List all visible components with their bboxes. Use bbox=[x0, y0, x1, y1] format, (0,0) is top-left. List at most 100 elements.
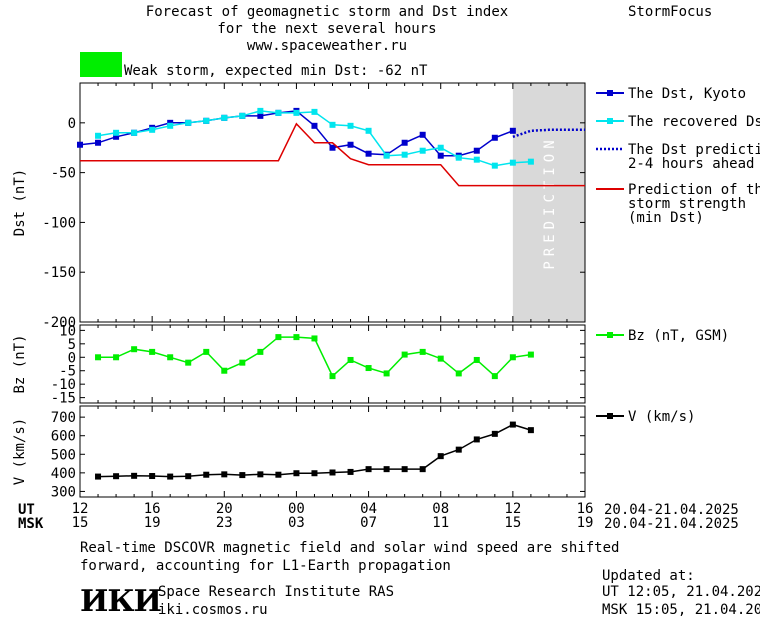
data-point bbox=[257, 471, 264, 478]
series-line bbox=[97, 110, 531, 167]
legend-marker bbox=[607, 90, 613, 96]
y-tick-label: -5 bbox=[59, 364, 76, 380]
msk-tick-label: 11 bbox=[432, 515, 449, 531]
data-point bbox=[149, 126, 156, 133]
data-point bbox=[257, 348, 264, 355]
data-point bbox=[473, 156, 480, 163]
series-line bbox=[512, 128, 585, 138]
msk-tick-label: 23 bbox=[216, 515, 233, 531]
data-point bbox=[383, 152, 390, 159]
data-point bbox=[329, 469, 336, 476]
data-point bbox=[275, 109, 282, 116]
footer-note-line2: forward, accounting for L1-Earth propaga… bbox=[80, 558, 451, 574]
data-point bbox=[347, 122, 354, 129]
data-point bbox=[347, 468, 354, 475]
data-point bbox=[455, 446, 462, 453]
updated-ut: UT 12:05, 21.04.2025 bbox=[602, 584, 760, 600]
data-point bbox=[419, 147, 426, 154]
ut-tick-label: 12 bbox=[504, 501, 521, 517]
plot-frame bbox=[79, 405, 586, 498]
data-point bbox=[131, 472, 138, 479]
y-tick-label: -50 bbox=[51, 166, 76, 182]
chart-title-line2: for the next several hours bbox=[217, 21, 437, 37]
data-point bbox=[365, 150, 372, 157]
data-point bbox=[203, 348, 210, 355]
source-url[interactable]: www.spaceweather.ru bbox=[246, 38, 408, 54]
data-point bbox=[347, 356, 354, 363]
msk-tick-label: 19 bbox=[577, 515, 594, 531]
prediction-label: PREDICTION bbox=[542, 135, 558, 269]
legend-label: 2-4 hours ahead bbox=[628, 156, 754, 172]
ut-tick-label: 20 bbox=[216, 501, 233, 517]
data-point bbox=[239, 359, 246, 366]
data-point bbox=[95, 139, 102, 146]
data-point bbox=[491, 373, 498, 380]
data-point bbox=[185, 359, 192, 366]
data-point bbox=[185, 473, 192, 480]
y-axis-label: Dst (nT) bbox=[12, 169, 28, 236]
data-point bbox=[419, 131, 426, 138]
data-point bbox=[365, 466, 372, 473]
data-point bbox=[527, 427, 534, 434]
y-tick-label: 300 bbox=[51, 484, 76, 500]
data-point bbox=[131, 346, 138, 353]
legend-label: storm strength bbox=[628, 196, 746, 212]
institute-site[interactable]: iki.cosmos.ru bbox=[158, 602, 268, 618]
legend-label: V (km/s) bbox=[628, 409, 695, 425]
ut-tick-label: 00 bbox=[288, 501, 305, 517]
data-point bbox=[437, 152, 444, 159]
data-point bbox=[527, 351, 534, 358]
ut-axis-label: UT bbox=[18, 502, 35, 518]
y-tick-label: 10 bbox=[59, 323, 76, 339]
data-point bbox=[473, 147, 480, 154]
legend-label: The recovered Dst bbox=[628, 114, 760, 130]
data-point bbox=[365, 365, 372, 372]
data-point bbox=[311, 470, 318, 477]
data-point bbox=[437, 144, 444, 151]
plot-frame bbox=[79, 82, 586, 323]
data-point bbox=[149, 473, 156, 480]
msk-tick-label: 19 bbox=[144, 515, 161, 531]
data-point bbox=[329, 144, 336, 151]
y-tick-label: -200 bbox=[42, 315, 76, 331]
data-point bbox=[95, 473, 102, 480]
msk-tick-label: 15 bbox=[504, 515, 521, 531]
legend-label: Prediction of the bbox=[628, 182, 760, 198]
data-point bbox=[311, 108, 318, 115]
data-point bbox=[401, 351, 408, 358]
data-point bbox=[347, 141, 354, 148]
legend-marker bbox=[607, 332, 613, 338]
data-point bbox=[95, 132, 102, 139]
data-point bbox=[149, 348, 156, 355]
data-point bbox=[275, 471, 282, 478]
msk-tick-label: 15 bbox=[72, 515, 89, 531]
data-point bbox=[95, 354, 102, 361]
data-point bbox=[293, 109, 300, 116]
data-point bbox=[491, 162, 498, 169]
data-point bbox=[311, 335, 318, 342]
data-point bbox=[509, 421, 516, 428]
data-point bbox=[113, 133, 120, 140]
msk-date-range: 20.04-21.04.2025 bbox=[604, 516, 739, 532]
data-point bbox=[329, 121, 336, 128]
ut-tick-label: 08 bbox=[432, 501, 449, 517]
storm-level-swatch bbox=[80, 52, 122, 77]
data-point bbox=[419, 466, 426, 473]
y-tick-label: 0 bbox=[68, 116, 76, 132]
data-point bbox=[275, 334, 282, 341]
data-point bbox=[221, 114, 228, 121]
legend-marker bbox=[607, 118, 613, 124]
prediction-region bbox=[512, 83, 585, 322]
series-line bbox=[98, 336, 532, 378]
data-point bbox=[509, 354, 516, 361]
brand-name: StormFocus bbox=[628, 4, 713, 20]
data-point bbox=[113, 129, 120, 136]
data-point bbox=[401, 139, 408, 146]
y-tick-label: 700 bbox=[51, 410, 76, 426]
data-point bbox=[365, 127, 372, 134]
data-point bbox=[491, 430, 498, 437]
data-point bbox=[437, 453, 444, 460]
data-point bbox=[491, 134, 498, 141]
msk-tick-label: 07 bbox=[360, 515, 377, 531]
legend-label: Bz (nT, GSM) bbox=[628, 328, 729, 344]
